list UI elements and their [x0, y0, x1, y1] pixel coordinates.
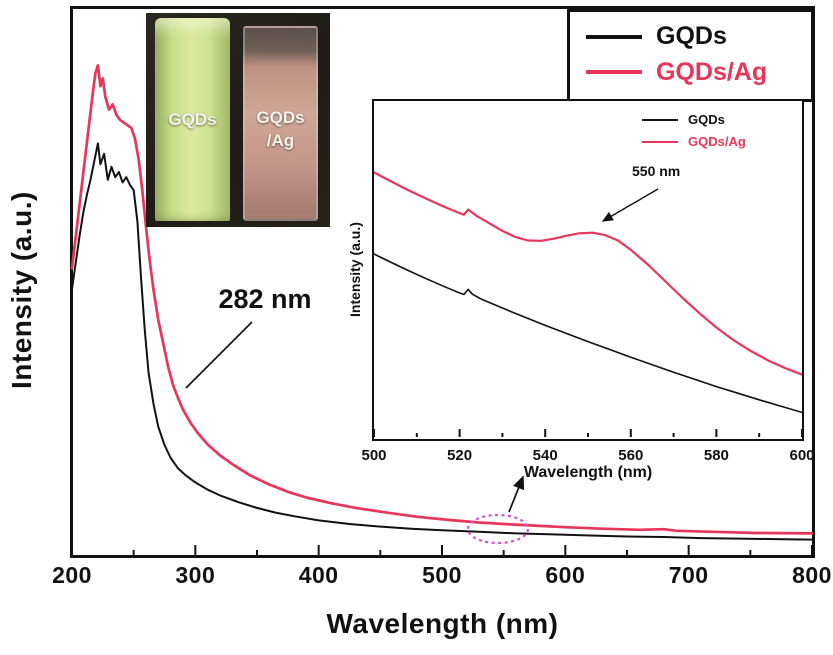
- main-y-axis-label: Intensity (a.u.): [6, 191, 37, 389]
- tick-label: 600: [789, 447, 815, 464]
- main-x-axis-label: Wavelength (nm): [326, 608, 559, 639]
- inset-legend-label-gqds: GQDs: [688, 112, 725, 127]
- tick-label: 200: [52, 562, 92, 588]
- cuvette-gqds-ag-label-line1: GQDs: [256, 108, 305, 127]
- inset-gqds-ag-line-swatch: [642, 140, 678, 143]
- tick-label: 540: [532, 447, 558, 464]
- cuvette-gqds-ag: [243, 26, 318, 221]
- tick-label: 600: [545, 562, 586, 588]
- legend-row-gqds-ag: GQDs/Ag: [570, 55, 811, 91]
- inset-legend-row-gqds: GQDs: [642, 112, 746, 127]
- tick-label: 500: [422, 562, 462, 588]
- tick-label: 300: [175, 562, 216, 588]
- inset-y-axis-label: Intensity (a.u.): [347, 222, 363, 318]
- tick-label: 700: [668, 562, 709, 588]
- inset-gqds-line-swatch: [642, 118, 678, 121]
- main-legend: GQDs GQDs/Ag: [567, 9, 814, 102]
- tick-label: 520: [447, 447, 473, 464]
- tick-label: 500: [361, 447, 387, 464]
- tick-label: 580: [703, 447, 729, 464]
- inset-legend: GQDs GQDs/Ag: [642, 112, 746, 156]
- legend-label-gqds-ag: GQDs/Ag: [656, 57, 768, 86]
- cuvette-gqds: [155, 18, 230, 221]
- cuvette-photo-inset: GQDs GQDs /Ag: [146, 13, 330, 227]
- tick-label: 560: [618, 447, 644, 464]
- cuvette-gqds-label: GQDs: [168, 110, 217, 129]
- tick-label: 400: [298, 562, 339, 588]
- annotation-550nm: 550 nm: [632, 163, 681, 179]
- inset-legend-label-gqds-ag: GQDs/Ag: [688, 134, 746, 149]
- inset-legend-row-gqds-ag: GQDs/Ag: [642, 134, 746, 149]
- gqds-ag-line-swatch: [586, 70, 642, 75]
- annotation-282nm: 282 nm: [218, 284, 312, 314]
- tick-label: 800: [792, 562, 832, 588]
- legend-row-gqds: GQDs: [570, 19, 811, 55]
- legend-label-gqds: GQDs: [656, 22, 727, 50]
- cuvette-gqds-ag-label-line2: /Ag: [266, 131, 295, 150]
- gqds-line-swatch: [586, 34, 642, 39]
- inset-x-axis-label: Wavelength (nm): [523, 464, 653, 481]
